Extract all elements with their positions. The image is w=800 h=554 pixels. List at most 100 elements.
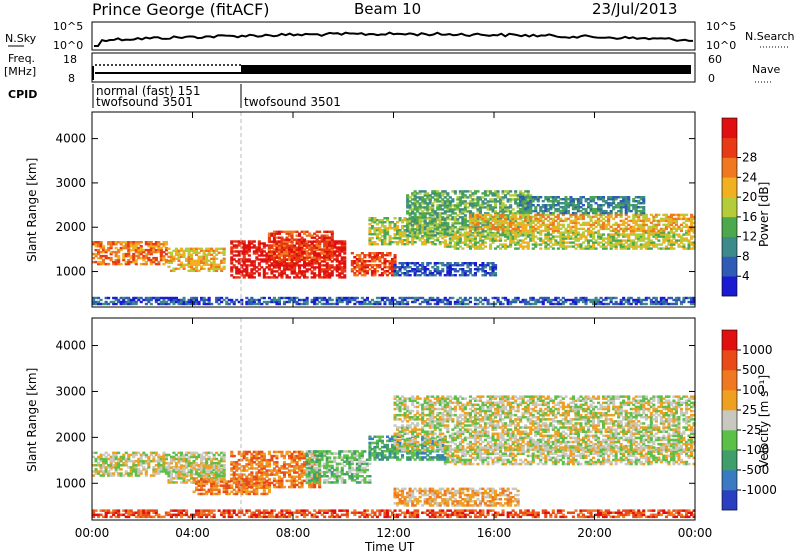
echo-cell [599, 198, 603, 201]
echo-cell [94, 241, 98, 244]
echo-cell [257, 244, 261, 247]
echo-cell [473, 247, 477, 250]
echo-cell [277, 298, 281, 302]
echo-cell [554, 200, 558, 203]
echo-cell [471, 274, 475, 277]
echo-cell [647, 247, 651, 250]
echo-cell [519, 194, 523, 197]
echo-cell [298, 234, 302, 237]
echo-cell [551, 211, 555, 215]
echo-cell [481, 224, 485, 227]
echo-cell [290, 270, 294, 273]
echo-cell [363, 262, 367, 265]
echo-cell [443, 230, 447, 233]
echo-cell [468, 215, 472, 219]
echo-cell [423, 298, 427, 302]
echo-cell [330, 240, 334, 243]
echo-cell [325, 262, 329, 265]
echo-cell [476, 302, 480, 306]
echo-cell [526, 302, 530, 306]
echo-cell [579, 217, 583, 221]
echo-cell [584, 223, 588, 227]
echo-cell [476, 190, 480, 193]
echo-cell [406, 204, 410, 207]
echo-cell [509, 210, 513, 213]
echo-cell [489, 190, 493, 193]
echo-cell [117, 256, 121, 260]
echo-cell [350, 264, 354, 267]
echo-cell [489, 218, 493, 221]
echo-cell [323, 272, 327, 275]
echo-cell [288, 254, 292, 257]
echo-cell [483, 198, 487, 201]
echo-cell [516, 243, 520, 246]
echo-cell [494, 206, 498, 209]
echo-cell [473, 231, 477, 234]
echo-cell [599, 233, 603, 236]
echo-cell [489, 274, 493, 277]
echo-cell [280, 230, 284, 233]
echo-cell [649, 227, 653, 231]
echo-cell [288, 268, 292, 271]
echo-cell [411, 212, 415, 215]
echo-cell [423, 216, 427, 219]
echo-cell [109, 464, 113, 467]
echo-cell [378, 266, 382, 269]
echo-cell [431, 190, 435, 193]
echo-cell [559, 235, 563, 238]
echo-cell [172, 255, 176, 258]
echo-cell [197, 259, 201, 262]
echo-cell [242, 250, 246, 253]
echo-cell [164, 252, 168, 256]
echo-cell [303, 302, 307, 306]
echo-cell [544, 213, 548, 217]
echo-cell [380, 272, 384, 275]
echo-cell [478, 227, 482, 231]
echo-cell [330, 270, 334, 273]
echo-cell [496, 239, 500, 242]
echo-cell [363, 264, 367, 267]
echo-cell [504, 206, 508, 209]
echo-cell [295, 240, 299, 243]
echo-cell [592, 241, 596, 244]
echo-cell [489, 232, 493, 235]
echo-cell [446, 224, 450, 227]
echo-cell [478, 239, 482, 242]
echo-cell [489, 262, 493, 265]
echo-cell [574, 219, 578, 223]
echo-cell [383, 264, 387, 267]
echo-cell [561, 223, 565, 227]
echo-cell [443, 210, 447, 213]
echo-cell [544, 204, 548, 207]
echo-cell [416, 210, 420, 213]
echo-cell [398, 219, 402, 222]
echo-cell [396, 225, 400, 228]
echo-cell [398, 262, 402, 265]
echo-cell [290, 268, 294, 271]
echo-cell [436, 204, 440, 207]
echo-cell [423, 235, 427, 238]
echo-cell [423, 228, 427, 231]
echo-cell [270, 244, 274, 247]
echo-cell [669, 302, 673, 306]
echo-cell [566, 217, 570, 221]
echo-cell [602, 213, 606, 217]
echo-cell [260, 242, 264, 245]
echo-cell [330, 242, 334, 245]
echo-cell [441, 204, 445, 207]
echo-cell [506, 302, 510, 306]
echo-cell [240, 300, 244, 304]
echo-cell [97, 472, 101, 475]
echo-cell [496, 214, 500, 217]
echo-cell [375, 229, 379, 232]
echo-cell [360, 252, 364, 255]
echo-cell [313, 296, 317, 300]
echo-cell [456, 270, 460, 273]
echo-cell [293, 248, 297, 251]
echo-cell [102, 459, 106, 463]
echo-cell [652, 245, 656, 248]
echo-cell [685, 233, 689, 236]
echo-cell [481, 192, 485, 195]
echo-cell [644, 245, 648, 248]
echo-cell [237, 244, 241, 247]
